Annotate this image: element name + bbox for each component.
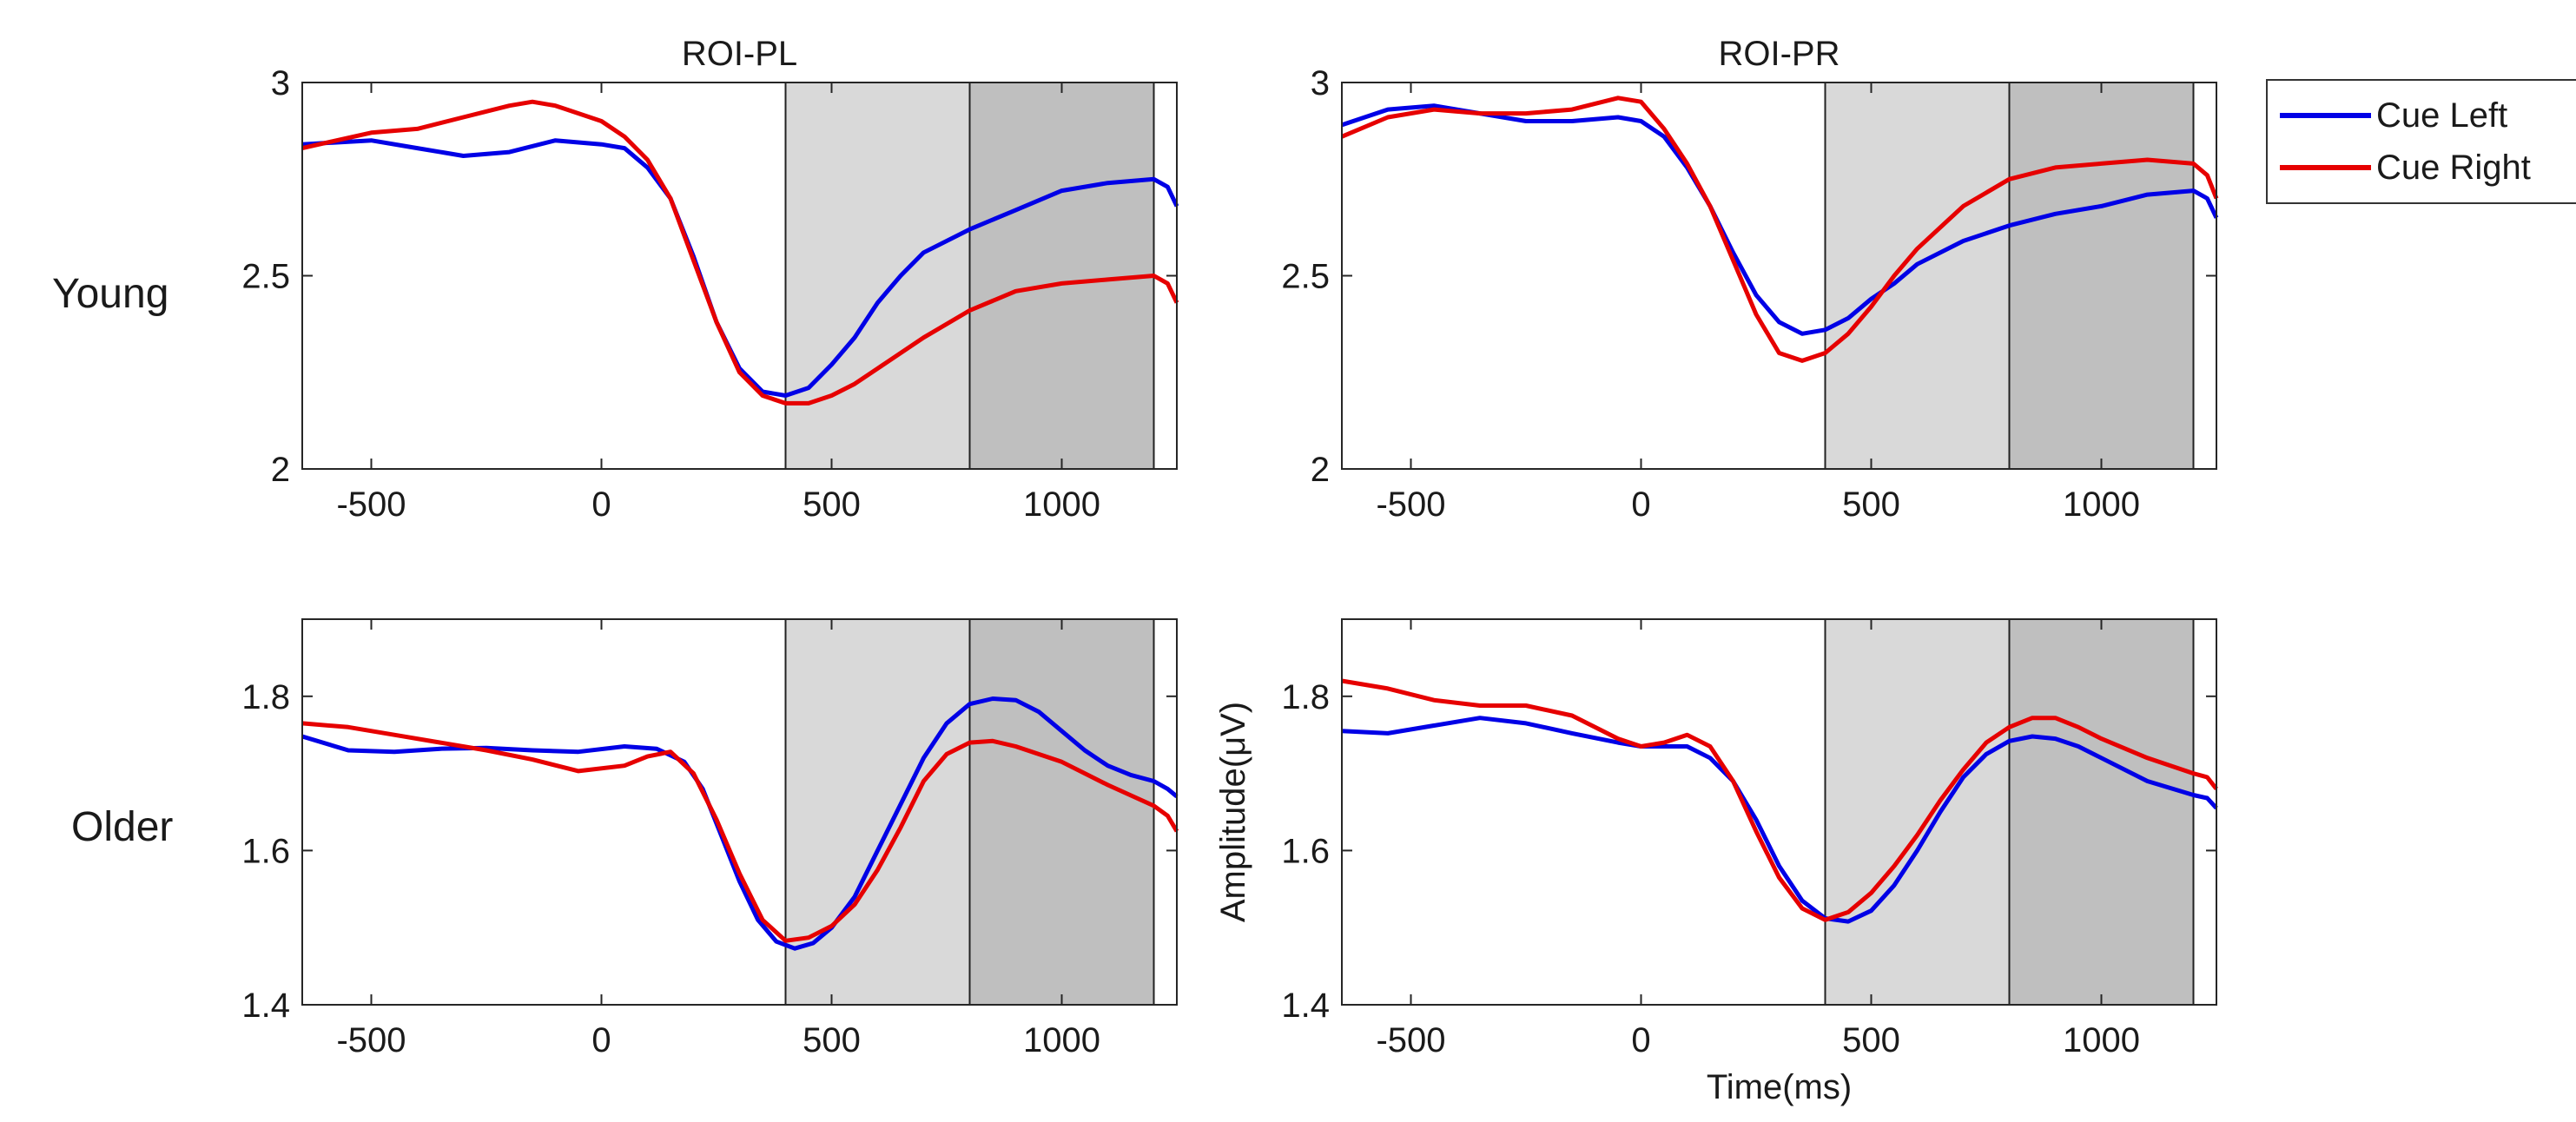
legend-label-cue-left: Cue Left: [2376, 96, 2507, 135]
x-tick-label: 500: [1842, 1021, 1900, 1059]
x-tick-label: 500: [803, 485, 861, 524]
x-tick-label: 1000: [1023, 1021, 1100, 1059]
chart-panel-1: -500 0 500 1000 2 2.5 3 ROI-PR: [1281, 35, 2219, 524]
legend: Cue Left Cue Right: [2266, 79, 2576, 204]
x-tick-label: 500: [803, 1021, 861, 1059]
x-tick-label: 1000: [1023, 485, 1100, 524]
x-tick-label: 500: [1842, 485, 1900, 524]
axes-box: [1341, 618, 2217, 1006]
y-tick-label: 1.8: [1281, 678, 1330, 716]
x-tick-label: -500: [1376, 485, 1445, 524]
x-tick-label: -500: [336, 1021, 406, 1059]
shaded-window-1: [2009, 82, 2194, 469]
series-line-cue-right: [301, 99, 1179, 406]
series-line-cue-left: [1341, 103, 2219, 336]
series-line-cue-right: [1341, 678, 2218, 922]
chart-panel-2: -500 0 500 1000 1.4 1.6 1.8: [241, 618, 1179, 1059]
shaded-window-0: [1825, 619, 2010, 1005]
shaded-window-1: [969, 619, 1154, 1005]
row-label-young: Young: [52, 271, 168, 317]
y-tick-label: 1.4: [241, 987, 290, 1025]
x-tick-label: 0: [1631, 1021, 1650, 1059]
y-tick-label: 1.8: [241, 678, 290, 716]
row-label-older: Older: [71, 804, 173, 850]
legend-label-cue-right: Cue Right: [2376, 148, 2531, 187]
x-tick-label: 0: [1631, 485, 1650, 524]
y-tick-label: 2.5: [241, 258, 290, 296]
x-axis-label: Time(ms): [1707, 1068, 1852, 1106]
y-axis-label: Amplitude(μV): [1214, 702, 1252, 922]
chart-title: ROI-PR: [1719, 35, 1840, 73]
y-tick-label: 1.6: [241, 832, 290, 870]
x-tick-label: -500: [336, 485, 406, 524]
series-line-cue-left: [301, 696, 1179, 951]
series-line-cue-right: [301, 721, 1179, 943]
legend-box: [2266, 79, 2576, 204]
x-tick-label: 1000: [2063, 1021, 2140, 1059]
x-tick-label: 1000: [2063, 485, 2140, 524]
y-tick-label: 2: [1311, 451, 1330, 489]
shaded-window-0: [785, 82, 970, 469]
chart-panel-3: -500 0 500 1000 1.4 1.6 1.8 Time(ms) Amplitude(μ…: [1214, 618, 2218, 1106]
chart-title: ROI-PL: [682, 35, 797, 73]
shaded-window-0: [1825, 82, 2010, 469]
shaded-window-1: [2009, 619, 2194, 1005]
series-line-cue-right: [1341, 96, 2219, 363]
chart-panel-0: -500 0 500 1000 2 2.5 3 ROI-PL: [241, 35, 1179, 524]
y-tick-label: 2.5: [1281, 258, 1330, 296]
y-tick-label: 3: [1311, 64, 1330, 102]
chart-panels: -500 0 500 1000 2 2.5 3 ROI-PL -500 0 500 1000 2 2.5 3…: [241, 35, 2219, 1106]
series-line-cue-left: [1341, 716, 2218, 924]
x-tick-label: 0: [591, 485, 611, 524]
shaded-window-0: [785, 619, 970, 1005]
x-tick-label: 0: [591, 1021, 611, 1059]
shaded-window-1: [969, 82, 1154, 469]
y-tick-label: 1.6: [1281, 832, 1330, 870]
y-tick-label: 3: [271, 64, 290, 102]
x-tick-label: -500: [1376, 1021, 1445, 1059]
y-tick-label: 2: [271, 451, 290, 489]
series-line-cue-left: [301, 138, 1179, 398]
axes-box: [301, 618, 1178, 1006]
y-tick-label: 1.4: [1281, 987, 1330, 1025]
